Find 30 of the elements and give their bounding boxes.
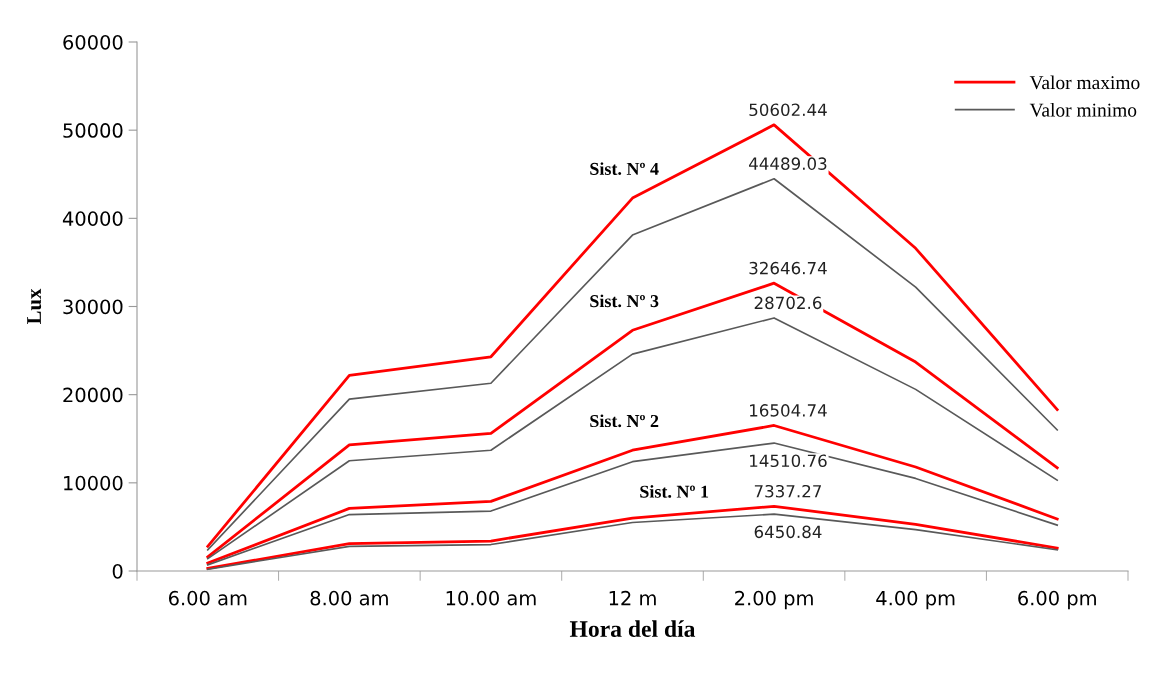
annotation: Sist. Nº 2 [590, 414, 659, 428]
x-tick-label: 10.00 am [446, 590, 536, 606]
data-label: 6450.84 [754, 525, 822, 539]
x-tick-label: 2.00 pm [735, 590, 813, 610]
data-label: 28702.6 [754, 296, 822, 310]
y-tick-label: 50000 [63, 123, 123, 138]
legend-label: Valor maximo [1029, 75, 1140, 90]
annotation: Sist. Nº 3 [590, 294, 659, 308]
y-tick-label: 40000 [62, 211, 123, 226]
data-label: 50602.44 [749, 103, 827, 117]
data-label: 7337.27 [754, 484, 821, 498]
y-axis-title: Lux [27, 288, 42, 325]
legend-label: Valor minimo [1029, 102, 1137, 117]
y-tick-label: 10000 [64, 475, 123, 491]
x-tick-label: 4.00 pm [876, 590, 955, 610]
x-tick-label: 6.00 pm [1018, 590, 1096, 610]
data-label: 14510.76 [750, 454, 827, 468]
x-tick-label: 6.00 am [168, 590, 247, 606]
data-label: 32646.74 [749, 261, 827, 275]
y-tick-label: 30000 [63, 299, 123, 315]
annotation: Sist. Nº 1 [640, 485, 709, 498]
y-tick-label: 0 [112, 563, 123, 579]
x-tick-label: 12 m [609, 590, 656, 606]
annotation: Sist. Nº 4 [590, 162, 659, 176]
y-tick-label: 20000 [63, 387, 123, 403]
x-axis-title: Hora del día [569, 620, 696, 637]
x-tick-label: 8.00 am [310, 590, 388, 606]
data-label: 16504.74 [750, 404, 827, 417]
y-tick-label: 60000 [63, 34, 123, 50]
data-label: 44489.03 [749, 157, 827, 170]
